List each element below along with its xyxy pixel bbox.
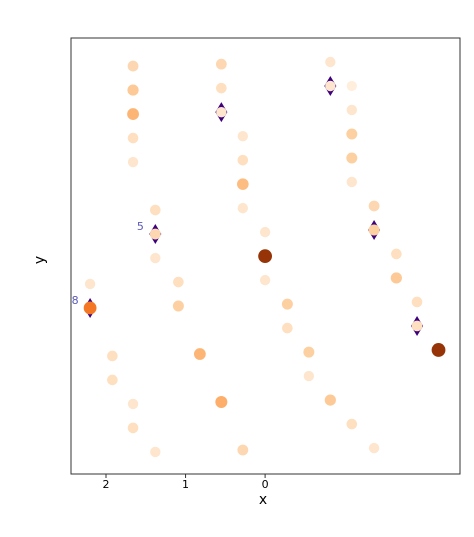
point bbox=[237, 130, 249, 142]
point bbox=[83, 301, 97, 315]
point bbox=[215, 396, 228, 409]
point bbox=[127, 132, 139, 144]
point bbox=[325, 56, 336, 68]
point bbox=[127, 422, 139, 434]
point bbox=[282, 322, 293, 334]
point bbox=[258, 249, 273, 264]
point bbox=[216, 106, 227, 118]
point bbox=[237, 202, 249, 214]
point bbox=[303, 370, 315, 382]
point bbox=[149, 228, 161, 240]
point bbox=[368, 200, 380, 212]
x-tick-label: 1 bbox=[182, 478, 189, 491]
point bbox=[127, 156, 139, 168]
y-axis-label: y bbox=[32, 256, 48, 264]
point bbox=[346, 128, 358, 140]
annotation: 8 bbox=[72, 294, 79, 307]
x-tick-label: 2 bbox=[103, 478, 110, 491]
point bbox=[237, 178, 249, 190]
point bbox=[303, 346, 315, 358]
point bbox=[193, 348, 206, 360]
point bbox=[368, 224, 380, 236]
point bbox=[411, 320, 423, 332]
point bbox=[237, 444, 249, 456]
point bbox=[346, 418, 358, 430]
point bbox=[346, 80, 357, 92]
point bbox=[391, 248, 402, 260]
point bbox=[411, 296, 423, 308]
point bbox=[259, 274, 271, 286]
x-tick-label: 0 bbox=[262, 478, 269, 491]
point bbox=[127, 398, 139, 410]
point bbox=[172, 300, 184, 312]
point bbox=[324, 394, 336, 406]
point bbox=[325, 80, 336, 92]
point bbox=[107, 374, 118, 386]
point bbox=[215, 58, 227, 70]
annotation: 5 bbox=[137, 220, 144, 233]
point bbox=[127, 60, 139, 72]
point bbox=[107, 350, 118, 362]
point bbox=[390, 272, 402, 284]
point bbox=[346, 176, 358, 188]
point bbox=[368, 442, 380, 454]
point bbox=[346, 152, 358, 164]
point bbox=[84, 278, 96, 290]
point bbox=[150, 252, 161, 264]
point bbox=[127, 84, 139, 96]
point bbox=[150, 446, 161, 458]
point bbox=[127, 108, 139, 120]
point bbox=[216, 82, 227, 94]
point bbox=[431, 343, 446, 357]
x-axis-label: x bbox=[259, 492, 267, 508]
point bbox=[346, 104, 358, 116]
point bbox=[237, 154, 249, 166]
point bbox=[259, 226, 271, 238]
point bbox=[173, 276, 184, 288]
point bbox=[150, 204, 161, 216]
point bbox=[281, 298, 293, 310]
